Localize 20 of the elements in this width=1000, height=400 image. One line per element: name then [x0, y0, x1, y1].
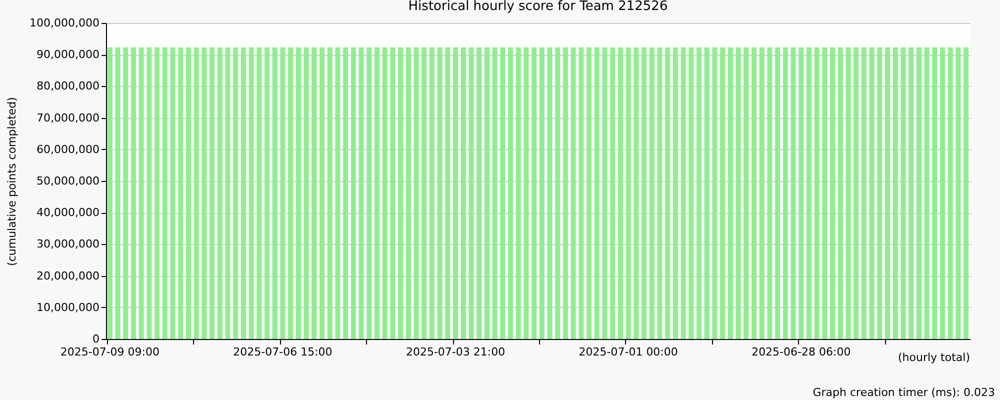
y-tick-label: 30,000,000 — [36, 238, 100, 251]
x-tick-label: 2025-07-06 15:00 — [233, 346, 332, 358]
y-tick-label: 100,000,000 — [30, 16, 100, 30]
x-tick-label: 2025-06-28 06:00 — [752, 346, 851, 358]
y-tick-label: 0 — [92, 332, 100, 346]
x-tick-label: 2025-07-01 00:00 — [578, 346, 678, 358]
y-tick-label: 10,000,000 — [36, 300, 100, 314]
y-tick-label: 20,000,000 — [36, 269, 100, 282]
chart-title: Historical hourly score for Team 212526 — [408, 0, 668, 14]
x-tick-label: 2025-07-09 09:00 — [60, 346, 160, 358]
y-tick-label: 60,000,000 — [36, 142, 100, 156]
y-tick-label: 80,000,000 — [36, 80, 100, 93]
x-tick-label: 2025-07-03 21:00 — [406, 346, 506, 358]
y-tick-label: 70,000,000 — [36, 111, 100, 124]
y-tick-label: 40,000,000 — [36, 206, 100, 220]
text: (hourly total) — [898, 351, 970, 364]
y-tick-label: 90,000,000 — [36, 48, 100, 62]
text: Graph creation timer (ms): 0.023 — [812, 386, 995, 399]
y-tick-label: 50,000,000 — [36, 174, 100, 188]
y-axis-title: (cumulative points completed) — [6, 97, 19, 266]
